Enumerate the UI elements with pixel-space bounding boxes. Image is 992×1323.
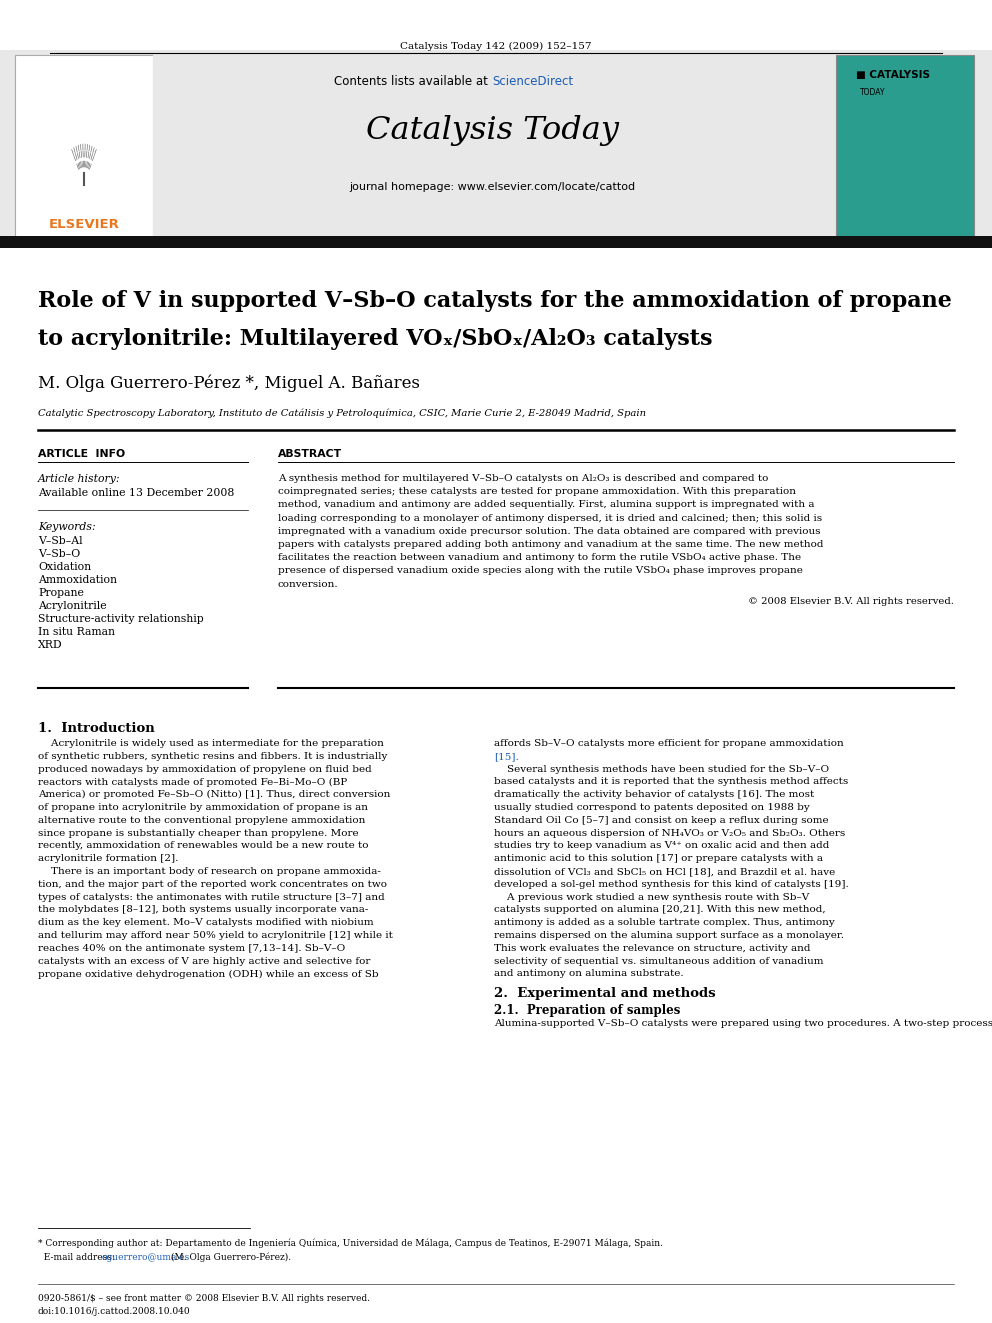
- Text: and antimony on alumina substrate.: and antimony on alumina substrate.: [494, 970, 683, 979]
- Text: Catalysis Today 142 (2009) 152–157: Catalysis Today 142 (2009) 152–157: [400, 42, 592, 52]
- Text: impregnated with a vanadium oxide precursor solution. The data obtained are comp: impregnated with a vanadium oxide precur…: [278, 527, 820, 536]
- Text: 2.1.  Preparation of samples: 2.1. Preparation of samples: [494, 1004, 681, 1017]
- Text: dramatically the activity behavior of catalysts [16]. The most: dramatically the activity behavior of ca…: [494, 790, 814, 799]
- Text: acrylonitrile formation [2].: acrylonitrile formation [2].: [38, 855, 179, 863]
- Text: antimonic acid to this solution [17] or prepare catalysts with a: antimonic acid to this solution [17] or …: [494, 855, 823, 863]
- Text: doi:10.1016/j.cattod.2008.10.040: doi:10.1016/j.cattod.2008.10.040: [38, 1307, 190, 1316]
- Text: ARTICLE  INFO: ARTICLE INFO: [38, 448, 125, 459]
- Text: remains dispersed on the alumina support surface as a monolayer.: remains dispersed on the alumina support…: [494, 931, 844, 941]
- Text: affords Sb–V–O catalysts more efficient for propane ammoxidation: affords Sb–V–O catalysts more efficient …: [494, 740, 844, 747]
- Text: A synthesis method for multilayered V–Sb–O catalysts on Al₂O₃ is described and c: A synthesis method for multilayered V–Sb…: [278, 474, 769, 483]
- Text: based catalysts and it is reported that the synthesis method affects: based catalysts and it is reported that …: [494, 778, 848, 786]
- Text: America) or promoted Fe–Sb–O (Nitto) [1]. Thus, direct conversion: America) or promoted Fe–Sb–O (Nitto) [1]…: [38, 790, 391, 799]
- Text: * Corresponding author at: Departamento de Ingeniería Química, Universidad de Má: * Corresponding author at: Departamento …: [38, 1238, 663, 1248]
- Text: This work evaluates the relevance on structure, activity and: This work evaluates the relevance on str…: [494, 943, 810, 953]
- Text: method, vanadium and antimony are added sequentially. First, alumina support is : method, vanadium and antimony are added …: [278, 500, 814, 509]
- Text: Catalytic Spectroscopy Laboratory, Instituto de Catálisis y Petroloquímica, CSIC: Catalytic Spectroscopy Laboratory, Insti…: [38, 407, 646, 418]
- Text: Ammoxidation: Ammoxidation: [38, 576, 117, 585]
- Text: since propane is substantially cheaper than propylene. More: since propane is substantially cheaper t…: [38, 828, 359, 837]
- Text: propane oxidative dehydrogenation (ODH) while an excess of Sb: propane oxidative dehydrogenation (ODH) …: [38, 970, 379, 979]
- Text: recently, ammoxidation of renewables would be a new route to: recently, ammoxidation of renewables wou…: [38, 841, 368, 851]
- Text: 0920-5861/$ – see front matter © 2008 Elsevier B.V. All rights reserved.: 0920-5861/$ – see front matter © 2008 El…: [38, 1294, 370, 1303]
- Text: tion, and the major part of the reported work concentrates on two: tion, and the major part of the reported…: [38, 880, 387, 889]
- Text: Keywords:: Keywords:: [38, 523, 95, 532]
- Text: 1.  Introduction: 1. Introduction: [38, 722, 155, 736]
- Text: studies try to keep vanadium as V⁴⁺ on oxalic acid and then add: studies try to keep vanadium as V⁴⁺ on o…: [494, 841, 829, 851]
- Text: to acrylonitrile: Multilayered VOₓ/SbOₓ/Al₂O₃ catalysts: to acrylonitrile: Multilayered VOₓ/SbOₓ/…: [38, 328, 712, 351]
- Bar: [153, 56, 836, 238]
- Text: Acrylonitrile is widely used as intermediate for the preparation: Acrylonitrile is widely used as intermed…: [38, 740, 384, 747]
- Text: Structure-activity relationship: Structure-activity relationship: [38, 614, 203, 624]
- Text: hours an aqueous dispersion of NH₄VO₃ or V₂O₅ and Sb₂O₃. Others: hours an aqueous dispersion of NH₄VO₃ or…: [494, 828, 845, 837]
- Text: developed a sol-gel method synthesis for this kind of catalysts [19].: developed a sol-gel method synthesis for…: [494, 880, 849, 889]
- Text: dissolution of VCl₃ and SbCl₅ on HCl [18], and Brazdil et al. have: dissolution of VCl₃ and SbCl₅ on HCl [18…: [494, 867, 835, 876]
- Text: In situ Raman: In situ Raman: [38, 627, 115, 636]
- Text: Catalysis Today: Catalysis Today: [365, 115, 618, 146]
- Text: XRD: XRD: [38, 640, 62, 650]
- Text: alternative route to the conventional propylene ammoxidation: alternative route to the conventional pr…: [38, 816, 365, 824]
- Text: of synthetic rubbers, synthetic resins and fibbers. It is industrially: of synthetic rubbers, synthetic resins a…: [38, 751, 387, 761]
- Text: and tellurim may afford near 50% yield to acrylonitrile [12] while it: and tellurim may afford near 50% yield t…: [38, 931, 393, 941]
- Text: types of catalysts: the antimonates with rutile structure [3–7] and: types of catalysts: the antimonates with…: [38, 893, 385, 901]
- Text: loading corresponding to a monolayer of antimony dispersed, it is dried and calc: loading corresponding to a monolayer of …: [278, 513, 822, 523]
- Text: usually studied correspond to patents deposited on 1988 by: usually studied correspond to patents de…: [494, 803, 809, 812]
- Text: Acrylonitrile: Acrylonitrile: [38, 601, 106, 611]
- Text: Alumina-supported V–Sb–O catalysts were prepared using two procedures. A two-ste: Alumina-supported V–Sb–O catalysts were …: [494, 1019, 992, 1028]
- Text: reactors with catalysts made of promoted Fe–Bi–Mo–O (BP: reactors with catalysts made of promoted…: [38, 778, 347, 787]
- Text: of propane into acrylonitrile by ammoxidation of propane is an: of propane into acrylonitrile by ammoxid…: [38, 803, 368, 812]
- Text: dium as the key element. Mo–V catalysts modified with niobium: dium as the key element. Mo–V catalysts …: [38, 918, 374, 927]
- Text: catalysts with an excess of V are highly active and selective for: catalysts with an excess of V are highly…: [38, 957, 370, 966]
- Text: (M. Olga Guerrero-Pérez).: (M. Olga Guerrero-Pérez).: [168, 1253, 291, 1262]
- Text: Several synthesis methods have been studied for the Sb–V–O: Several synthesis methods have been stud…: [494, 765, 829, 774]
- Text: 2.  Experimental and methods: 2. Experimental and methods: [494, 987, 715, 1000]
- Text: E-mail address:: E-mail address:: [38, 1253, 118, 1262]
- Text: Standard Oil Co [5–7] and consist on keep a reflux during some: Standard Oil Co [5–7] and consist on kee…: [494, 816, 828, 824]
- Bar: [836, 56, 974, 238]
- Text: journal homepage: www.elsevier.com/locate/cattod: journal homepage: www.elsevier.com/locat…: [349, 183, 635, 192]
- Text: presence of dispersed vanadium oxide species along with the rutile VSbO₄ phase i: presence of dispersed vanadium oxide spe…: [278, 566, 803, 576]
- Text: ScienceDirect: ScienceDirect: [492, 75, 573, 89]
- Text: V–Sb–O: V–Sb–O: [38, 549, 80, 560]
- Text: ABSTRACT: ABSTRACT: [278, 448, 342, 459]
- Text: A previous work studied a new synthesis route with Sb–V: A previous work studied a new synthesis …: [494, 893, 809, 901]
- Text: reaches 40% on the antimonate system [7,13–14]. Sb–V–O: reaches 40% on the antimonate system [7,…: [38, 943, 345, 953]
- Text: ELSEVIER: ELSEVIER: [49, 218, 119, 232]
- Bar: [15, 56, 153, 238]
- Text: ■ CATALYSIS: ■ CATALYSIS: [856, 70, 930, 79]
- Text: Oxidation: Oxidation: [38, 562, 91, 572]
- Text: Contents lists available at: Contents lists available at: [334, 75, 492, 89]
- Text: facilitates the reaction between vanadium and antimony to form the rutile VSbO₄ : facilitates the reaction between vanadiu…: [278, 553, 802, 562]
- Text: Available online 13 December 2008: Available online 13 December 2008: [38, 488, 234, 497]
- Text: selectivity of sequential vs. simultaneous addition of vanadium: selectivity of sequential vs. simultaneo…: [494, 957, 823, 966]
- Text: the molybdates [8–12], both systems usually incorporate vana-: the molybdates [8–12], both systems usua…: [38, 905, 368, 914]
- Text: Article history:: Article history:: [38, 474, 120, 484]
- Text: antimony is added as a soluble tartrate complex. Thus, antimony: antimony is added as a soluble tartrate …: [494, 918, 834, 927]
- Bar: [0, 50, 992, 239]
- Text: There is an important body of research on propane ammoxida-: There is an important body of research o…: [38, 867, 381, 876]
- Text: TODAY: TODAY: [860, 89, 886, 97]
- Text: produced nowadays by ammoxidation of propylene on fluid bed: produced nowadays by ammoxidation of pro…: [38, 765, 372, 774]
- Bar: [0, 235, 992, 247]
- Text: papers with catalysts prepared adding both antimony and vanadium at the same tim: papers with catalysts prepared adding bo…: [278, 540, 823, 549]
- Text: coimpregnated series; these catalysts are tested for propane ammoxidation. With : coimpregnated series; these catalysts ar…: [278, 487, 796, 496]
- Text: M. Olga Guerrero-Pérez *, Miguel A. Bañares: M. Olga Guerrero-Pérez *, Miguel A. Baña…: [38, 374, 420, 393]
- Text: catalysts supported on alumina [20,21]. With this new method,: catalysts supported on alumina [20,21]. …: [494, 905, 825, 914]
- Text: V–Sb–Al: V–Sb–Al: [38, 536, 82, 546]
- Text: conversion.: conversion.: [278, 579, 338, 589]
- Text: Propane: Propane: [38, 587, 84, 598]
- Text: oguerrero@uma.es: oguerrero@uma.es: [102, 1253, 190, 1262]
- Text: [15].: [15].: [494, 751, 519, 761]
- Text: © 2008 Elsevier B.V. All rights reserved.: © 2008 Elsevier B.V. All rights reserved…: [748, 597, 954, 606]
- Text: Role of V in supported V–Sb–O catalysts for the ammoxidation of propane: Role of V in supported V–Sb–O catalysts …: [38, 290, 952, 312]
